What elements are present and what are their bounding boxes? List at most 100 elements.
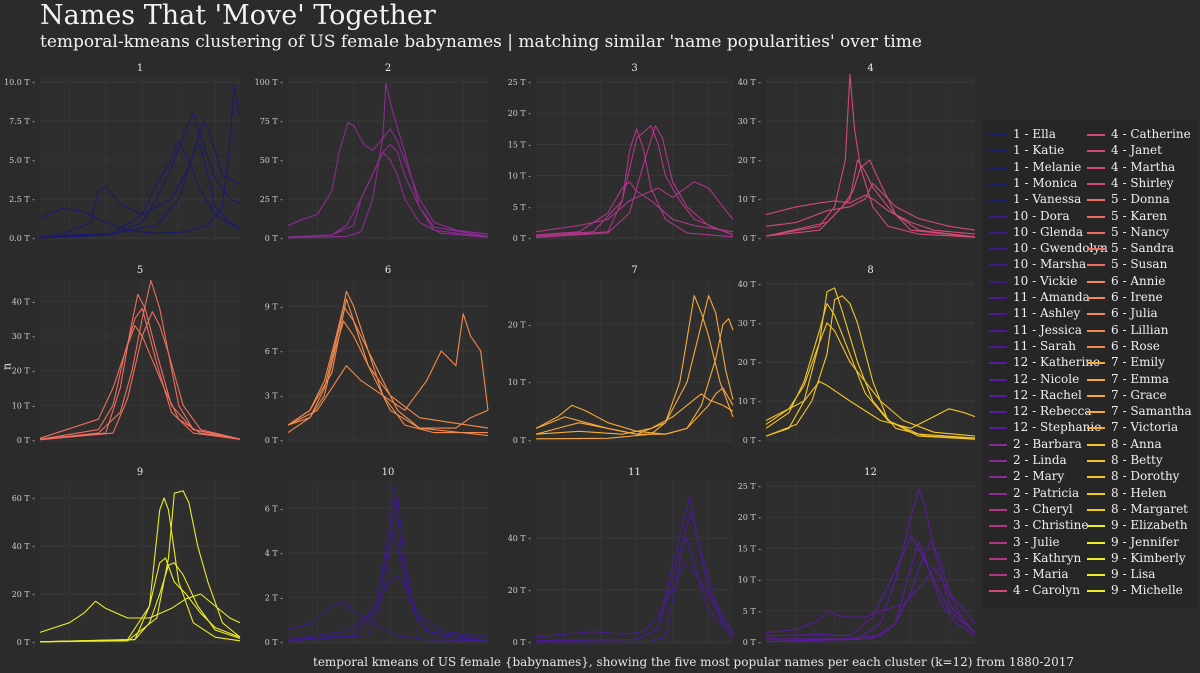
legend-label: 8 - Betty	[1111, 453, 1163, 467]
series-line-rebecca	[765, 535, 976, 637]
legend-swatch	[1087, 329, 1105, 332]
facet-title: 6	[385, 265, 391, 276]
panel-background	[536, 481, 733, 645]
legend-label: 1 - Melanie	[1013, 159, 1082, 174]
legend-swatch	[1087, 166, 1105, 169]
legend-swatch	[989, 427, 1007, 430]
y-tick-label: 4 T -	[265, 549, 284, 558]
legend-label: 6 - Irene	[1111, 290, 1163, 304]
legend-label: 7 - Emily	[1111, 355, 1165, 370]
y-tick-label: 20 T -	[508, 320, 532, 329]
legend-label: 2 - Patricia	[1013, 485, 1080, 500]
series-line-julie	[535, 125, 734, 238]
legend-label: 10 - Glenda	[1013, 224, 1084, 239]
legend-label: 4 - Shirley	[1111, 175, 1174, 190]
panel-background	[288, 77, 488, 241]
legend-label: 8 - Anna	[1111, 436, 1162, 451]
y-tick-label: 30 T -	[738, 319, 762, 328]
legend-swatch	[1087, 590, 1105, 593]
legend-swatch	[989, 362, 1007, 365]
series-line-elizabeth	[39, 593, 241, 633]
series-line-lillian	[287, 305, 489, 429]
y-tick-label: 40 T -	[508, 534, 532, 543]
legend-label: 12 - Stephanie	[1013, 420, 1102, 435]
legend-swatch	[1087, 297, 1105, 299]
y-tick-label: 7.5 T -	[9, 117, 35, 126]
legend-swatch	[1087, 280, 1105, 283]
y-tick-label: 50 T -	[260, 156, 284, 165]
legend-swatch	[989, 411, 1007, 414]
facet-grid: 0.0 T -2.5 T -5.0 T -7.5 T -10.0 T -10 T…	[4, 63, 976, 647]
y-tick-label: 5.0 T -	[9, 156, 35, 165]
y-tick-label: 40 T -	[738, 280, 762, 289]
series-line-dora	[287, 601, 489, 642]
series-line-irene	[287, 290, 489, 437]
y-tick-label: 60 T -	[12, 494, 36, 503]
y-tick-label: 0 T -	[513, 638, 532, 647]
legend-swatch	[989, 264, 1007, 267]
facet-title: 10	[382, 467, 395, 478]
legend-swatch	[1087, 394, 1105, 397]
legend-swatch	[1087, 134, 1105, 136]
y-tick-label: 20 T -	[12, 590, 36, 599]
series-line-stephanie	[765, 488, 976, 642]
legend-label: 6 - Annie	[1111, 273, 1166, 288]
series-line-monica	[39, 140, 241, 239]
y-tick-label: 10 T -	[738, 397, 762, 406]
legend-swatch	[989, 476, 1007, 479]
legend-swatch	[1087, 378, 1105, 381]
panel-background	[536, 77, 733, 241]
legend-swatch	[989, 166, 1007, 169]
y-tick-label: 0 T -	[513, 436, 532, 445]
series-line-ella	[39, 84, 241, 234]
y-tick-label: 25 T -	[508, 78, 532, 87]
legend-swatch	[989, 182, 1007, 185]
series-line-nancy	[39, 325, 241, 440]
y-tick-label: 10 T -	[738, 576, 762, 585]
legend-label: 11 - Ashley	[1013, 306, 1081, 321]
series-line-susan	[39, 279, 241, 440]
panel-background	[288, 481, 488, 645]
legend-label: 11 - Sarah	[1013, 338, 1076, 353]
y-tick-label: 15 T -	[738, 544, 762, 553]
y-tick-label: 30 T -	[738, 117, 762, 126]
legend-swatch	[1087, 411, 1105, 414]
legend-swatch	[989, 590, 1007, 593]
legend-label: 9 - Michelle	[1111, 583, 1183, 598]
y-tick-label: 15 T -	[508, 140, 532, 149]
legend-label: 7 - Grace	[1111, 387, 1167, 402]
legend-swatch	[1087, 313, 1105, 316]
facet-panel-7: 0 T - 10 T - 20 T - 7	[508, 265, 734, 445]
legend-label: 1 - Monica	[1013, 175, 1078, 190]
series-line-michelle	[39, 562, 241, 643]
facet-panel-10: 0 T - 2 T - 4 T - 6 T - 10	[265, 467, 489, 647]
legend-swatch	[989, 574, 1007, 577]
legend-label: 1 - Ella	[1013, 127, 1056, 141]
legend-swatch	[1087, 345, 1105, 348]
series-line-victoria	[535, 393, 734, 435]
legend-label: 5 - Nancy	[1111, 224, 1170, 239]
y-tick-label: 0 T -	[17, 638, 36, 647]
series-line-karen	[39, 311, 241, 441]
y-tick-label: 25 T -	[738, 482, 762, 491]
legend-label: 11 - Amanda	[1013, 290, 1090, 304]
legend-swatch	[989, 231, 1007, 234]
facet-panel-6: 0 T - 3 T - 6 T - 9 T - 6	[265, 265, 489, 445]
chart-title: Names That 'Move' Together	[40, 0, 436, 31]
legend-label: 3 - Julie	[1013, 534, 1060, 549]
series-line-christine	[535, 125, 734, 237]
legend-label: 5 - Karen	[1111, 208, 1168, 223]
y-tick-label: 25 T -	[260, 195, 284, 204]
series-line-rachel	[766, 541, 976, 640]
legend-swatch	[1087, 492, 1105, 495]
legend-label: 3 - Christine	[1013, 518, 1089, 533]
y-tick-label: 2.5 T -	[9, 195, 35, 204]
series-line-jessica	[535, 495, 734, 642]
legend-swatch	[989, 297, 1007, 299]
legend-label: 10 - Dora	[1013, 208, 1070, 223]
facet-panel-11: 0 T - 20 T - 40 T - 11	[508, 467, 734, 647]
legend-label: 7 - Emma	[1111, 371, 1169, 386]
legend-swatch	[989, 443, 1007, 446]
legend-swatch	[989, 215, 1007, 218]
y-tick-label: 20 T -	[738, 358, 762, 367]
